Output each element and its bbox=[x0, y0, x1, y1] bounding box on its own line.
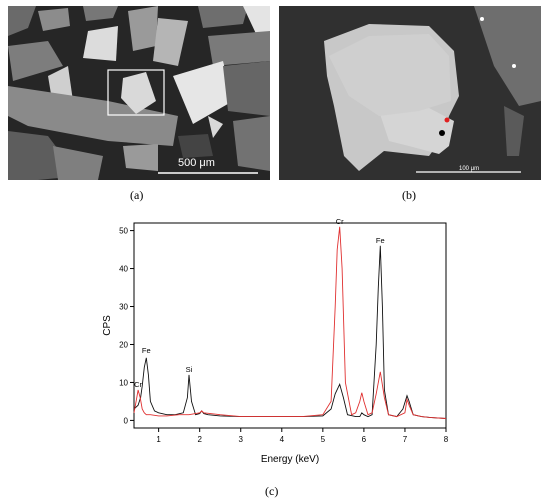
caption-a: (a) bbox=[130, 188, 144, 202]
spectrum-svg: 1 2 3 4 5 6 7 8 0 10 20 30 40 50 Energy (keV) CPS Cr Fe Si… bbox=[102, 217, 449, 465]
x-tick-label: 7 bbox=[403, 435, 408, 444]
sem-detail-graphic bbox=[279, 6, 541, 180]
scale-bar-label: 500 μm bbox=[178, 157, 215, 169]
y-tick-label: 30 bbox=[119, 303, 128, 312]
analysis-markers bbox=[439, 117, 450, 136]
scale-bar-label-b: 100 μm bbox=[459, 166, 480, 172]
plot-frame bbox=[133, 222, 447, 429]
peak-label: Si bbox=[186, 365, 193, 374]
black-analysis-spot bbox=[439, 130, 445, 136]
y-axis-label: CPS bbox=[102, 315, 113, 336]
y-tick-label: 0 bbox=[124, 416, 129, 425]
peak-label: Fe bbox=[376, 236, 385, 245]
series-line-red bbox=[133, 226, 447, 419]
x-tick-label: 3 bbox=[239, 435, 244, 444]
sem-overview-graphic bbox=[8, 6, 270, 180]
y-tick-label: 20 bbox=[119, 340, 128, 349]
x-tick-label: 4 bbox=[280, 435, 285, 444]
eds-spectrum-chart: 1 2 3 4 5 6 7 8 0 10 20 30 40 50 Energy (keV) CPS Cr Fe Si… bbox=[100, 215, 470, 475]
x-tick-label: 6 bbox=[362, 435, 367, 444]
x-axis-label: Energy (keV) bbox=[261, 454, 319, 465]
y-tick-label: 50 bbox=[119, 227, 128, 236]
y-tick-label: 10 bbox=[119, 378, 128, 387]
red-analysis-spot bbox=[444, 117, 450, 123]
y-tick-label: 40 bbox=[119, 265, 128, 274]
caption-b: (b) bbox=[402, 188, 416, 202]
peak-label: Fe bbox=[142, 346, 151, 355]
peak-label: Cr bbox=[134, 380, 142, 389]
x-tick-label: 5 bbox=[321, 435, 326, 444]
sem-image-detail: 100 μm bbox=[279, 6, 541, 180]
series-line-black bbox=[133, 245, 447, 419]
x-tick-label: 2 bbox=[197, 435, 202, 444]
x-tick-label: 1 bbox=[156, 435, 161, 444]
sem-image-overview: 500 μm bbox=[8, 6, 270, 180]
caption-c: (c) bbox=[265, 484, 279, 498]
x-tick-label: 8 bbox=[444, 435, 449, 444]
peak-label: Cr bbox=[336, 217, 344, 226]
